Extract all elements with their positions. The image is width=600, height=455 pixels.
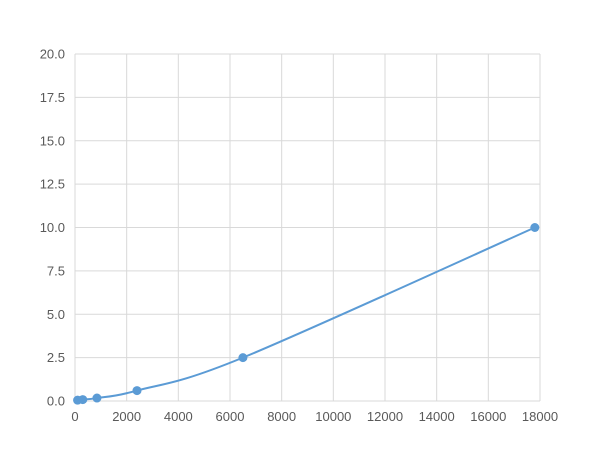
x-tick-label: 8000: [267, 409, 296, 424]
x-tick-label: 2000: [112, 409, 141, 424]
y-tick-label: 10.0: [40, 220, 65, 235]
x-tick-label: 12000: [367, 409, 403, 424]
x-tick-label: 18000: [522, 409, 558, 424]
data-point: [92, 393, 102, 403]
x-tick-label: 10000: [315, 409, 351, 424]
x-tick-label: 6000: [216, 409, 245, 424]
series: [73, 223, 540, 405]
y-tick-label: 15.0: [40, 133, 65, 148]
y-axis-ticks: 0.0 2.5 5.0 7.5 10.0 12.5 15.0 17.5 20.0: [40, 47, 65, 409]
data-point: [530, 223, 540, 232]
x-tick-label: 0: [71, 409, 78, 424]
grid: [74, 53, 541, 402]
data-point: [238, 353, 248, 363]
y-tick-label: 5.0: [47, 307, 65, 322]
data-point: [78, 395, 88, 405]
y-tick-label: 0.0: [47, 394, 65, 409]
y-tick-label: 7.5: [47, 263, 65, 278]
data-point: [132, 386, 142, 396]
y-tick-label: 12.5: [40, 177, 65, 192]
x-tick-label: 4000: [164, 409, 193, 424]
y-tick-label: 20.0: [40, 47, 65, 62]
x-axis-ticks: 0 2000 4000 6000 8000 10000 12000 14000 16000 180…: [71, 409, 558, 424]
x-tick-label: 14000: [419, 409, 455, 424]
y-tick-label: 17.5: [40, 90, 65, 105]
x-tick-label: 16000: [470, 409, 506, 424]
y-tick-label: 2.5: [47, 350, 65, 365]
